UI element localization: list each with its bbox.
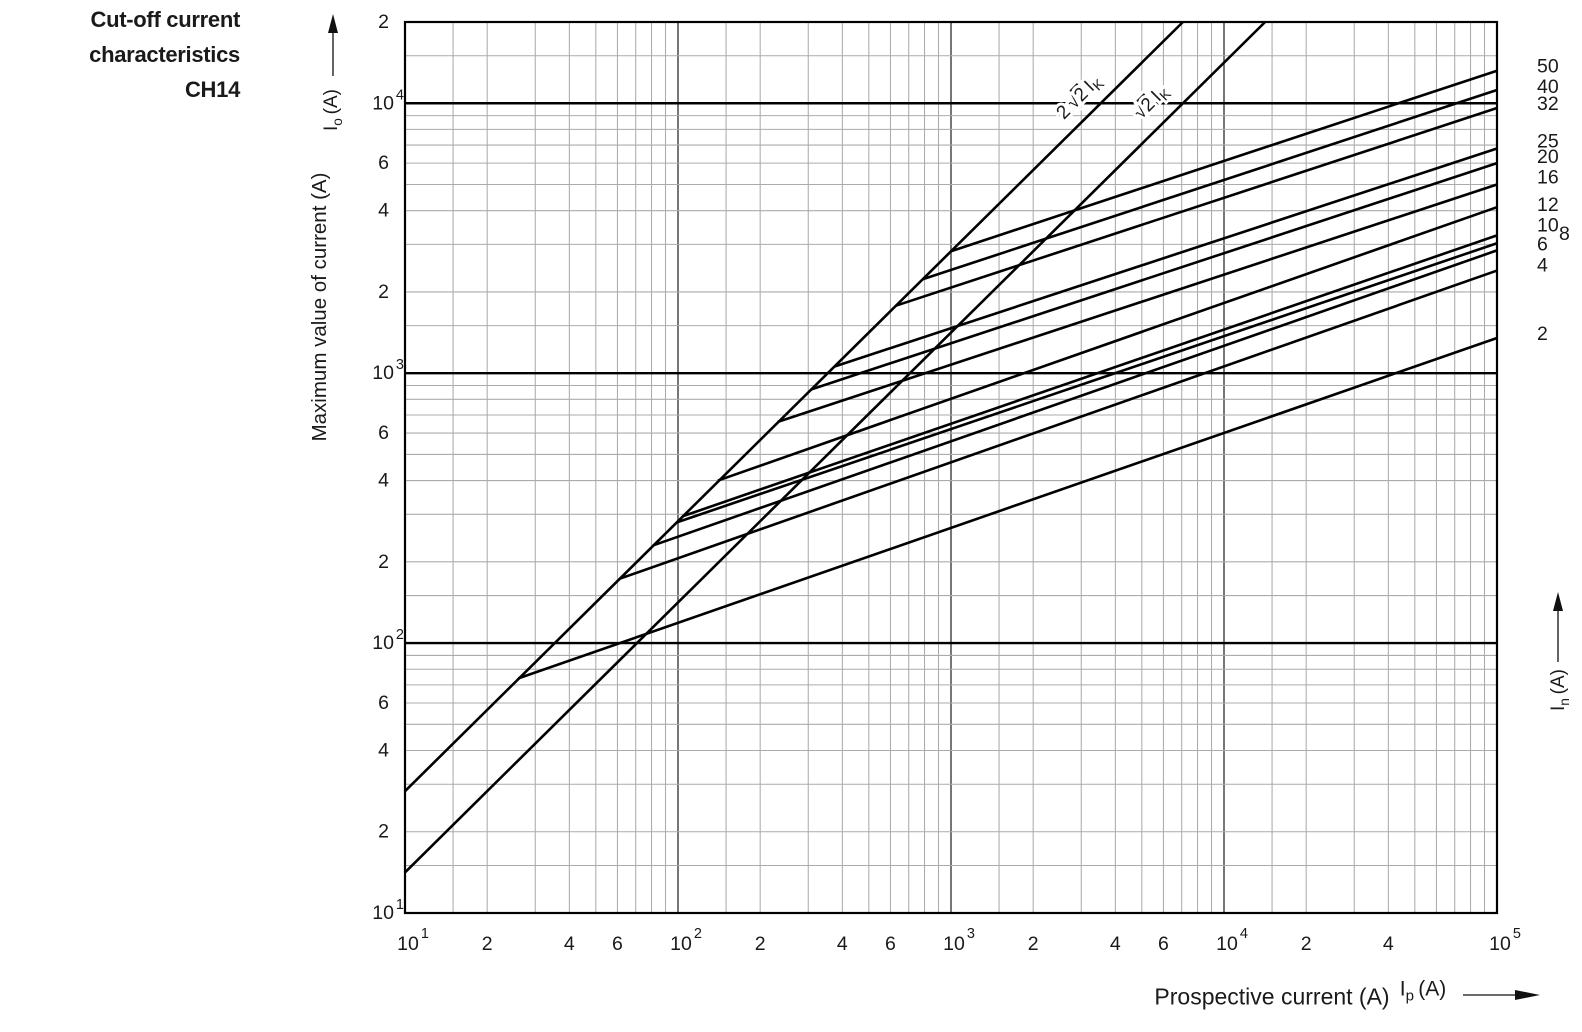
y-symbol-sub: o <box>329 118 345 126</box>
y-tick-minor: 4 <box>378 470 389 492</box>
y-tick-major: 10 3 <box>372 357 404 384</box>
curve-label-25A: 25 <box>1537 130 1559 152</box>
curve-label-6A: 6 <box>1537 233 1548 255</box>
curve-10A <box>682 234 1498 518</box>
curve-40A <box>922 88 1498 281</box>
y-tick-major: 10 2 <box>372 627 404 654</box>
x-tick-major: 10 1 <box>397 926 429 955</box>
x-tick-minor: 6 <box>612 933 623 955</box>
y-tick-minor: 2 <box>378 281 389 303</box>
y-axis-arrow-icon-head <box>328 14 338 33</box>
x-tick-major: 10 5 <box>1489 926 1521 955</box>
plot-border <box>403 20 1499 915</box>
x-tick-major: 10 3 <box>943 926 975 955</box>
reference-lines: 2 √2IK√2IK <box>404 21 1267 874</box>
curve-25A <box>834 147 1498 368</box>
y-tick-labels: 2 10 4 6 4 2 10 3 6 4 2 10 2 6 4 2 10 1 <box>372 11 404 924</box>
y-tick-minor: 4 <box>378 200 389 222</box>
curve-label-32A: 32 <box>1537 93 1559 115</box>
y-tick-minor: 4 <box>378 739 389 761</box>
x-tick-minor: 6 <box>885 933 896 955</box>
title-line-1: Cut-off current <box>90 7 241 32</box>
x-tick-minor: 4 <box>1110 933 1121 955</box>
x-tick-major: 10 2 <box>670 926 702 955</box>
curve-label-10A: 10 <box>1537 214 1559 236</box>
y-axis-title: Maximum value of current (A) <box>308 172 331 442</box>
curve-50A <box>950 69 1498 253</box>
curve-label-8A: 8 <box>1559 223 1570 245</box>
y-tick-major: 10 4 <box>372 87 404 114</box>
y-tick-minor: 6 <box>378 422 389 444</box>
curve-label-2A: 2 <box>1537 323 1548 345</box>
curve-32A <box>895 106 1498 307</box>
axis-arrows <box>328 14 1563 1000</box>
grid <box>405 22 1497 913</box>
x-tick-minor: 6 <box>1158 933 1169 955</box>
x-tick-minor: 2 <box>1028 933 1039 955</box>
curve-label-20A: 20 <box>1537 146 1559 168</box>
right-symbol-unit: (A) <box>1548 668 1570 695</box>
curve-label-16A: 16 <box>1537 167 1559 189</box>
ref-line-label-asymmetrical-peak: 2 √2IK <box>1053 70 1108 125</box>
x-tick-minor: 2 <box>1301 933 1312 955</box>
curve-2A <box>517 336 1498 680</box>
curve-12A <box>717 205 1498 482</box>
ref-line-symmetrical-peak <box>404 21 1267 874</box>
x-axis-arrow-icon-head <box>1515 990 1540 1000</box>
x-symbol-base: I <box>1399 977 1406 1001</box>
curve-6A <box>652 249 1498 547</box>
curve-16A <box>777 183 1498 424</box>
y-tick-minor: 2 <box>378 551 389 573</box>
title-line-3: CH14 <box>184 77 240 102</box>
x-tick-minor: 2 <box>482 933 493 955</box>
curve-4A <box>618 269 1498 581</box>
y-tick-major: 10 1 <box>372 897 404 924</box>
x-symbol-sub: p <box>1405 987 1415 1005</box>
chart-title: Cut-off current characteristics CH14 <box>0 2 240 107</box>
x-tick-minor: 4 <box>564 933 575 955</box>
right-symbol-sub: n <box>1556 698 1572 706</box>
x-tick-major: 10 4 <box>1216 926 1248 955</box>
curve-label-40A: 40 <box>1537 76 1559 98</box>
curve-label-12A: 12 <box>1537 194 1559 216</box>
right-axis-symbol: In (A) <box>1548 669 1572 711</box>
x-axis-title: Prospective current (A) <box>1154 983 1390 1010</box>
curve-label-4A: 4 <box>1537 255 1548 277</box>
y-tick-minor: 2 <box>378 11 389 33</box>
curve-20A <box>810 161 1498 391</box>
y-symbol-base: I <box>321 125 343 132</box>
curve-8A <box>676 241 1498 524</box>
x-tick-labels: 10 1 2 4 6 10 2 2 4 6 10 3 2 4 6 10 4 2 4 10 5 <box>397 926 1521 955</box>
title-line-2: characteristics <box>89 42 240 67</box>
x-tick-minor: 4 <box>837 933 848 955</box>
y-symbol-unit: (A) <box>321 88 343 115</box>
y-tick-minor: 6 <box>378 152 389 174</box>
x-tick-minor: 2 <box>755 933 766 955</box>
right-axis-arrow-icon-head <box>1553 592 1563 611</box>
y-tick-minor: 2 <box>378 821 389 843</box>
x-tick-minor: 4 <box>1383 933 1394 955</box>
y-axis-symbol: Io (A) <box>321 89 345 131</box>
curve-label-50A: 50 <box>1537 56 1559 78</box>
right-symbol-base: I <box>1548 705 1570 712</box>
x-symbol-unit: (A) <box>1418 977 1447 1001</box>
y-tick-minor: 6 <box>378 692 389 714</box>
ref-line-asymmetrical-peak <box>404 21 1184 793</box>
x-axis-symbol: Ip (A) <box>1400 977 1446 1004</box>
